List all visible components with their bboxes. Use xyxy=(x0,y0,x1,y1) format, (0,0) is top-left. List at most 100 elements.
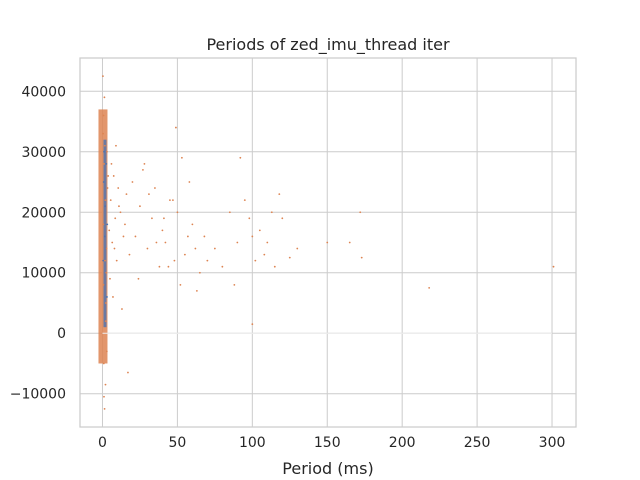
axes-frame xyxy=(79,57,577,428)
orange-data-point xyxy=(118,205,120,208)
orange-data-point xyxy=(188,181,191,183)
orange-data-point xyxy=(114,217,117,220)
orange-data-point xyxy=(236,241,239,244)
orange-data-point xyxy=(103,144,106,147)
orange-data-point xyxy=(102,283,105,286)
orange-data-point xyxy=(169,199,171,202)
orange-data-point xyxy=(128,253,131,256)
orange-data-point xyxy=(103,162,106,165)
orange-data-point xyxy=(112,175,115,177)
orange-data-point xyxy=(143,162,146,165)
orange-data-point xyxy=(103,395,105,398)
orange-data-point xyxy=(552,265,555,268)
orange-data-point xyxy=(172,199,174,202)
orange-data-point xyxy=(146,247,149,250)
x-tick-label: 250 xyxy=(464,435,491,451)
orange-data-point xyxy=(102,114,105,117)
orange-data-point xyxy=(254,259,257,262)
orange-data-point xyxy=(102,362,105,365)
orange-data-point xyxy=(104,320,107,323)
orange-data-point xyxy=(195,289,198,292)
orange-data-point xyxy=(107,175,110,177)
chart-title: Periods of zed_imu_thread iter xyxy=(206,35,449,55)
orange-data-point xyxy=(251,235,254,238)
orange-data-point xyxy=(104,383,107,386)
blue-data-point xyxy=(102,259,105,262)
x-tick-label: 100 xyxy=(239,435,266,451)
orange-data-point xyxy=(348,241,351,244)
orange-data-point xyxy=(112,296,114,298)
orange-data-point xyxy=(278,193,281,196)
orange-data-point xyxy=(104,259,106,262)
orange-data-point xyxy=(111,241,114,244)
y-tick-label: 0 xyxy=(57,326,66,342)
orange-data-point xyxy=(102,223,105,226)
orange-data-point xyxy=(105,247,108,250)
y-tick-label: 20000 xyxy=(21,205,66,221)
orange-data-point xyxy=(119,211,122,214)
orange-data-point xyxy=(183,253,186,256)
blue-data-point xyxy=(103,235,106,238)
orange-data-point xyxy=(258,229,261,232)
orange-data-point xyxy=(148,193,150,196)
orange-dense-band xyxy=(98,109,108,364)
orange-data-point xyxy=(359,211,362,214)
orange-data-point xyxy=(131,181,134,183)
orange-data-point xyxy=(198,271,201,274)
orange-data-point xyxy=(326,241,329,244)
orange-data-point xyxy=(110,162,113,165)
orange-data-point xyxy=(164,241,167,244)
orange-data-point xyxy=(106,187,109,189)
orange-data-point xyxy=(296,247,299,250)
orange-data-point xyxy=(228,211,231,214)
x-tick-label: 200 xyxy=(389,435,416,451)
orange-data-point xyxy=(360,256,363,259)
y-tick-label: 40000 xyxy=(21,84,66,100)
blue-data-point xyxy=(106,296,108,298)
orange-data-point xyxy=(109,199,112,202)
blue-dense-band xyxy=(103,139,107,328)
orange-data-point xyxy=(142,169,144,171)
x-tick-label: 300 xyxy=(539,435,566,451)
orange-data-point xyxy=(105,271,108,274)
data-points xyxy=(102,75,555,410)
orange-data-point xyxy=(206,259,209,262)
orange-data-point xyxy=(127,371,129,374)
orange-data-point xyxy=(176,211,179,214)
orange-data-point xyxy=(155,241,158,244)
orange-data-point xyxy=(115,144,117,147)
orange-data-point xyxy=(154,187,156,189)
blue-data-point xyxy=(103,150,105,153)
orange-data-point xyxy=(122,235,125,238)
orange-data-point xyxy=(167,265,170,268)
y-tick-label: −10000 xyxy=(10,387,66,403)
orange-data-point xyxy=(109,277,111,280)
orange-data-point xyxy=(191,223,194,226)
blue-data-point xyxy=(104,205,107,208)
x-tick-label: 0 xyxy=(98,435,107,451)
orange-data-point xyxy=(180,156,183,159)
orange-data-point xyxy=(139,205,141,208)
blue-data-point xyxy=(102,181,105,183)
x-tick-label: 50 xyxy=(168,435,186,451)
orange-data-point xyxy=(105,350,108,353)
grid xyxy=(80,58,576,427)
orange-data-point xyxy=(428,286,431,289)
orange-data-point xyxy=(239,156,242,159)
orange-data-point xyxy=(273,265,276,268)
orange-data-point xyxy=(103,407,106,410)
dense-band xyxy=(98,109,553,364)
orange-data-point xyxy=(221,265,224,268)
orange-data-point xyxy=(270,211,273,214)
orange-data-point xyxy=(102,75,104,78)
orange-data-point xyxy=(163,217,165,220)
orange-data-point xyxy=(243,199,246,202)
y-tick-label: 10000 xyxy=(21,266,66,282)
orange-data-point xyxy=(213,247,216,250)
x-tick-label: 150 xyxy=(314,435,341,451)
orange-data-point xyxy=(104,199,107,202)
orange-data-point xyxy=(175,126,177,129)
orange-data-point xyxy=(281,217,284,220)
